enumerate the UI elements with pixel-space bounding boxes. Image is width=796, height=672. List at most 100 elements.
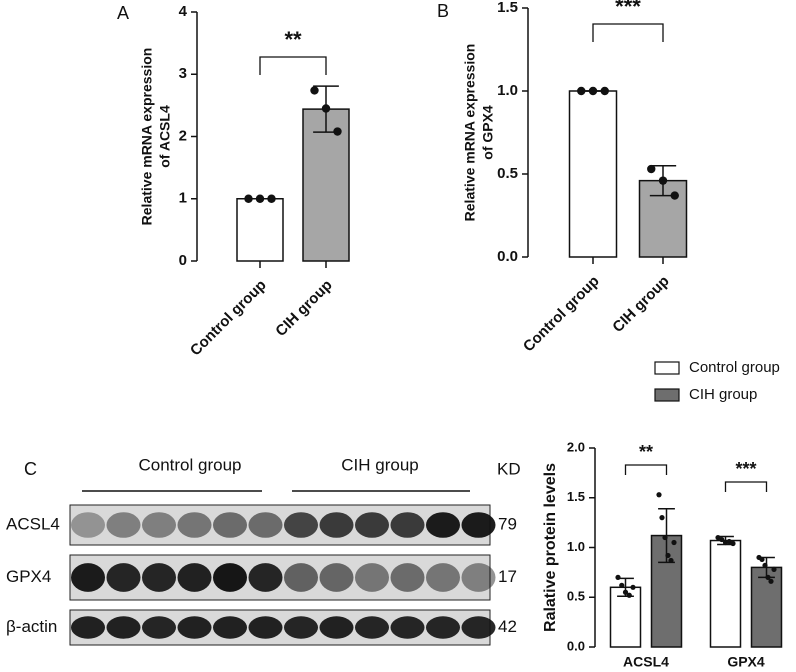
blot-kd: 17 xyxy=(498,567,517,586)
blot-band xyxy=(319,512,354,538)
data-point xyxy=(759,556,765,563)
y-tick-label: 1.0 xyxy=(567,539,585,554)
blot-group: Control group xyxy=(138,455,241,474)
data-point xyxy=(762,562,768,569)
blot-band xyxy=(426,563,460,592)
data-point xyxy=(630,584,636,590)
legend-swatch xyxy=(654,388,680,402)
blot-band xyxy=(213,616,247,639)
data-point xyxy=(321,104,331,113)
blot-band xyxy=(390,616,425,639)
x-tick-label: GPX4 xyxy=(727,654,765,670)
blot-band xyxy=(284,512,318,538)
y-axis-label: Ralative protein levels xyxy=(542,463,559,632)
blot-band xyxy=(461,563,496,592)
blot-band xyxy=(106,616,141,639)
blot-band xyxy=(213,563,247,592)
blot-band xyxy=(106,563,141,592)
blot-band xyxy=(213,512,247,538)
blot-band xyxy=(355,616,389,639)
y-tick-label: 0.5 xyxy=(497,165,518,182)
data-point xyxy=(730,540,736,547)
blot-band xyxy=(248,512,283,538)
y-axis-label: Relative mRNA expression xyxy=(139,48,155,226)
x-tick-label: CIH group xyxy=(609,273,672,336)
panel-label: A xyxy=(117,3,129,23)
data-point xyxy=(659,515,665,521)
x-tick-label: ACSL4 xyxy=(623,654,669,670)
y-tick-label: 0 xyxy=(179,252,187,269)
blot-band xyxy=(71,512,105,538)
bar xyxy=(609,586,642,648)
y-tick-label: 1 xyxy=(179,190,187,207)
blot-band xyxy=(426,616,460,639)
significance-bracket xyxy=(724,481,768,492)
data-point xyxy=(255,194,265,203)
blot-band xyxy=(71,616,105,639)
blot-band xyxy=(284,616,318,639)
data-point xyxy=(656,492,662,498)
blot-band xyxy=(426,512,460,538)
y-tick-label: 1.5 xyxy=(567,489,585,504)
blot-band xyxy=(284,563,318,592)
y-tick-label: 0.0 xyxy=(567,638,585,653)
blot-band xyxy=(355,563,389,592)
y-tick-label: 1.0 xyxy=(497,82,518,99)
blot-band xyxy=(142,563,176,592)
data-point xyxy=(765,574,771,580)
data-point xyxy=(588,86,598,96)
data-point xyxy=(267,194,276,203)
significance-label: *** xyxy=(615,0,641,19)
y-tick-label: 3 xyxy=(179,65,187,82)
data-point xyxy=(615,574,621,580)
blot-band xyxy=(71,563,105,592)
blot-band xyxy=(248,616,283,639)
blot-unit: KD xyxy=(497,459,521,478)
significance-label: *** xyxy=(735,459,756,479)
data-point xyxy=(768,578,774,584)
data-point xyxy=(333,127,342,136)
y-tick-label: 0.0 xyxy=(497,248,518,265)
blot-band xyxy=(142,512,176,538)
blot-band xyxy=(390,563,425,592)
blot-row-label: GPX4 xyxy=(6,567,51,586)
blot-band xyxy=(461,512,496,538)
legend-label: CIH group xyxy=(689,386,757,403)
data-point xyxy=(244,194,253,203)
y-axis-label: Relative mRNA expression xyxy=(462,44,478,222)
data-point xyxy=(619,582,625,588)
panel-label: B xyxy=(437,1,449,21)
blot-band xyxy=(248,563,283,592)
blot-row-label: β-actin xyxy=(6,617,57,636)
data-point xyxy=(658,176,668,185)
x-tick-label: Control group xyxy=(187,277,270,360)
y-tick-label: 2 xyxy=(179,127,187,144)
data-point xyxy=(771,566,777,572)
data-point xyxy=(671,539,677,546)
significance-bracket xyxy=(592,23,664,42)
data-point xyxy=(668,557,674,564)
y-tick-label: 1.5 xyxy=(497,0,518,16)
x-tick-label: Control group xyxy=(520,273,603,356)
y-axis-label: of GPX4 xyxy=(480,105,496,160)
y-tick-label: 4 xyxy=(179,3,188,20)
blot-band xyxy=(390,512,425,538)
data-point xyxy=(670,191,679,200)
blot-kd: 42 xyxy=(498,617,517,636)
bar xyxy=(568,90,618,258)
blot-kd: 79 xyxy=(498,514,517,533)
data-point xyxy=(626,592,632,598)
significance-label: ** xyxy=(639,442,653,462)
significance-bracket xyxy=(259,56,327,75)
blot-band xyxy=(177,563,212,592)
y-axis-label: of ACSL4 xyxy=(157,105,173,168)
data-point xyxy=(719,536,725,543)
panel-label: C xyxy=(24,459,37,479)
blot-band xyxy=(142,616,176,639)
significance-bracket xyxy=(624,464,668,475)
bar xyxy=(750,566,783,648)
data-point xyxy=(310,86,319,95)
blot-band xyxy=(177,512,212,538)
legend-swatch xyxy=(654,361,680,375)
